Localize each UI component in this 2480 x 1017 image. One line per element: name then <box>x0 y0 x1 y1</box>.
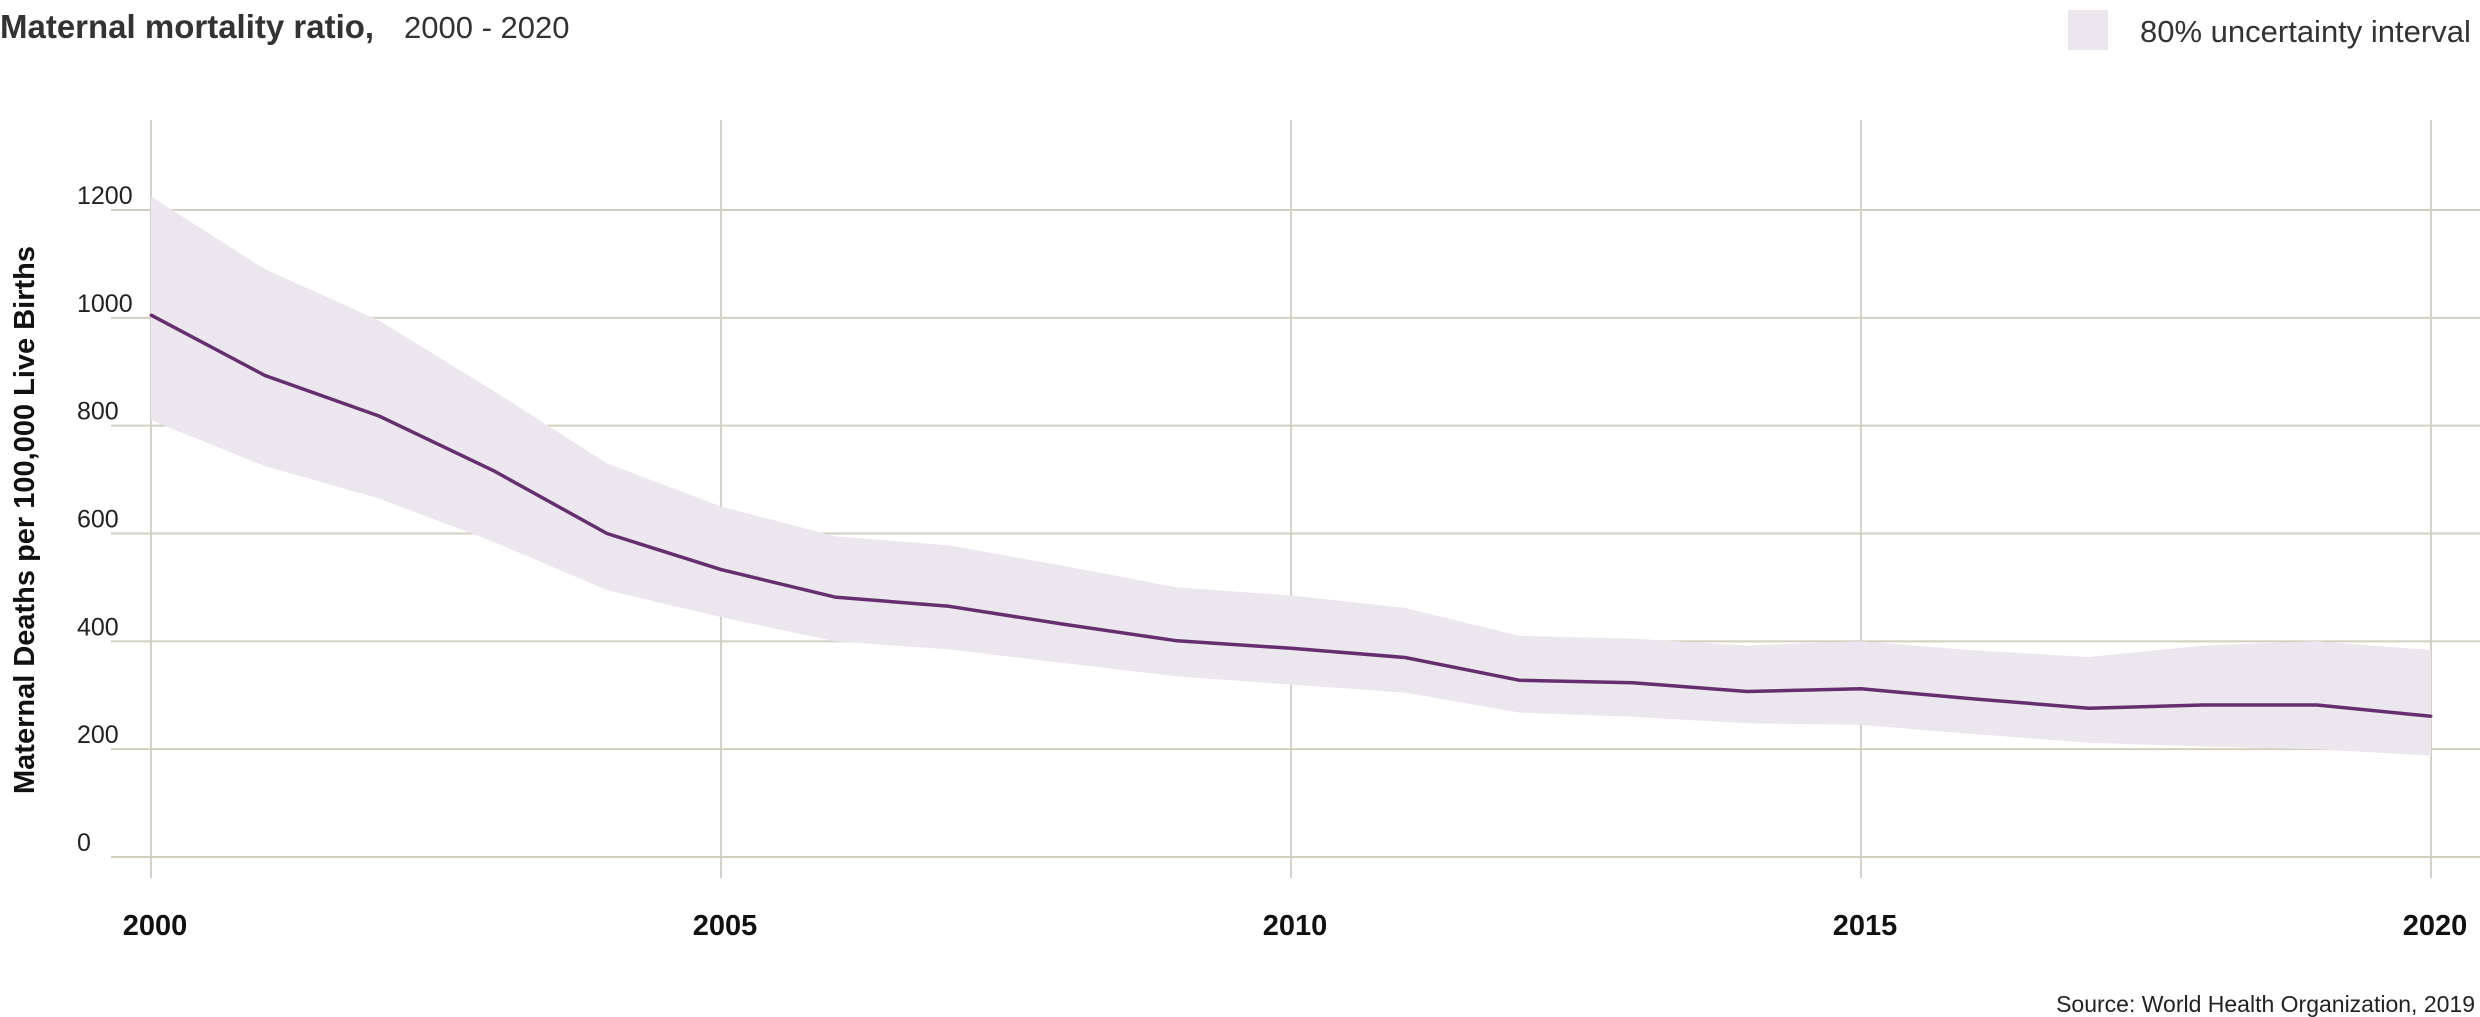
data-point-2008 <box>1061 622 1065 626</box>
legend: 80% uncertainty interval <box>2068 10 2471 50</box>
data-point-2009 <box>1175 639 1179 643</box>
y-tick-label-1200: 1200 <box>77 182 133 210</box>
horizontal-gridlines <box>111 209 2480 858</box>
x-tick-label-2015: 2015 <box>1833 910 1898 942</box>
vertical-gridlines <box>150 120 2432 878</box>
series-line-layer <box>149 313 2433 719</box>
y-tick-label-600: 600 <box>77 506 119 534</box>
data-point-2010 <box>1289 646 1293 650</box>
data-point-2015 <box>1859 687 1863 691</box>
uncertainty-band-layer <box>151 196 2431 756</box>
y-tick-labels: 0 200 400 600 800 1000 1200 <box>77 182 133 857</box>
source-note: Source: World Health Organization, 2019 <box>2056 991 2475 1017</box>
data-point-2020 <box>2429 714 2433 718</box>
x-tick-label-2010: 2010 <box>1263 910 1328 942</box>
data-point-2000 <box>149 313 153 317</box>
data-point-2004 <box>605 532 609 535</box>
y-tick-label-0: 0 <box>77 829 91 857</box>
data-point-2007 <box>947 604 951 608</box>
data-point-2018 <box>2201 703 2205 707</box>
data-point-2001 <box>263 374 267 377</box>
legend-swatch <box>2068 10 2108 50</box>
data-point-2011 <box>1403 656 1407 659</box>
data-point-2013 <box>1631 681 1635 685</box>
chart-subtitle: 2000 - 2020 <box>404 10 569 45</box>
data-point-2017 <box>2087 706 2091 710</box>
data-point-2002 <box>377 414 381 418</box>
data-point-2016 <box>1973 697 1977 701</box>
y-tick-label-400: 400 <box>77 613 119 641</box>
legend-label: 80% uncertainty interval <box>2140 14 2471 49</box>
y-tick-label-800: 800 <box>77 398 119 426</box>
data-point-2019 <box>2315 703 2319 707</box>
x-tick-label-2020: 2020 <box>2403 910 2468 942</box>
data-point-2003 <box>491 468 495 472</box>
data-point-2012 <box>1517 678 1521 682</box>
data-point-2006 <box>833 595 837 599</box>
y-axis-label: Maternal Deaths per 100,000 Live Births <box>9 246 41 794</box>
uncertainty-band <box>151 196 2431 756</box>
chart-title: Maternal mortality ratio, <box>0 8 374 45</box>
x-tick-label-2000: 2000 <box>123 910 188 942</box>
x-tick-labels: 2000 2005 2010 2015 2020 <box>123 910 2468 942</box>
y-tick-label-1000: 1000 <box>77 290 133 318</box>
data-point-2005 <box>719 568 723 572</box>
x-tick-label-2005: 2005 <box>693 910 758 942</box>
y-tick-label-200: 200 <box>77 721 119 749</box>
data-point-2014 <box>1745 690 1749 693</box>
